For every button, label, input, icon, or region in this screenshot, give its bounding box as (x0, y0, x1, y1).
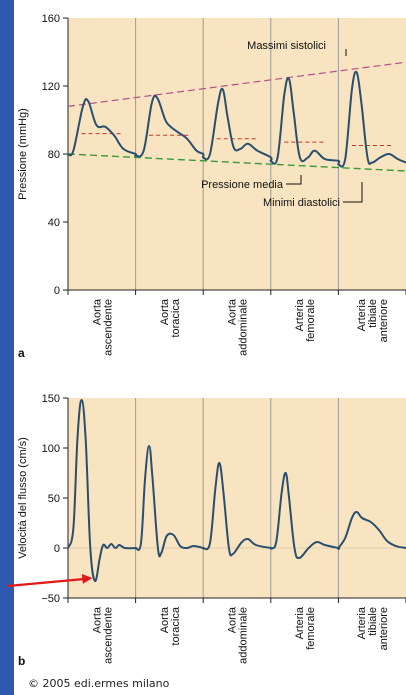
category-label-line: tibiale (367, 607, 379, 636)
category-label-line: Arteria (294, 298, 306, 331)
plot-area (68, 18, 406, 290)
category-label-3: Aortaaddominale (227, 298, 250, 356)
y-tick-label: 50 (48, 493, 60, 505)
red-arrow-head (81, 573, 93, 584)
category-label-line: ascendente (102, 299, 114, 356)
edge-strip (0, 0, 14, 695)
category-label-1: Aortaascendente (91, 606, 114, 664)
category-label-4: Arteriafemorale (294, 606, 317, 650)
flow-waveform (67, 399, 406, 583)
category-label-4: Arteriafemorale (294, 298, 317, 342)
category-label: Aortatoracica (159, 298, 182, 337)
category-label-line: addominale (238, 607, 250, 664)
category-label: Arteriatibialeanteriore (356, 606, 390, 650)
category-label-line: Arteria (356, 298, 368, 331)
category-label-line: femorale (305, 607, 317, 650)
copyright-text: © 2005 edi.ermes milano (28, 677, 170, 690)
panel-letter: a (18, 346, 25, 360)
pressure-waveform (67, 70, 406, 168)
panel-letter: b (18, 654, 25, 668)
category-label-3: Aortaaddominale (227, 606, 250, 664)
category-label-2: Aortatoracica (159, 298, 182, 337)
category-label: Arteriatibialeanteriore (356, 298, 390, 342)
category-label-2: Aortatoracica (159, 606, 182, 645)
category-label-line: Aorta (227, 606, 239, 633)
y-tick-label: 150 (42, 393, 60, 405)
category-label-line: anteriore (378, 607, 390, 650)
y-tick-label: 0 (54, 285, 60, 297)
y-axis-label: Velocità del flusso (cm/s) (17, 437, 29, 559)
category-label-line: tibiale (367, 299, 379, 328)
annotation-label: Minimi diastolici (263, 197, 340, 209)
annotation-label: Massimi sistolici (247, 40, 326, 52)
category-label-line: Aorta (227, 298, 239, 325)
category-label-line: addominale (238, 299, 250, 356)
y-tick-label: 40 (48, 217, 60, 229)
y-axis-label: Pressione (mmHg) (17, 108, 29, 200)
category-label: Arteriafemorale (294, 298, 317, 342)
category-label: Aortaascendente (91, 606, 114, 664)
y-tick-label: 80 (48, 149, 60, 161)
category-label-line: Aorta (91, 298, 103, 325)
category-label-line: Aorta (159, 298, 171, 325)
category-label-line: Aorta (91, 606, 103, 633)
category-label: Aortaascendente (91, 298, 114, 356)
annotation-leader (343, 182, 363, 203)
y-tick-label: 100 (42, 443, 60, 455)
annotation-leader (286, 175, 302, 185)
category-label: Aortaaddominale (227, 298, 250, 356)
category-label-5: Arteriatibialeanteriore (356, 606, 390, 650)
category-label-5: Arteriatibialeanteriore (356, 298, 390, 342)
category-label: Arteriafemorale (294, 606, 317, 650)
category-label-line: Aorta (159, 606, 171, 633)
category-label: Aortaaddominale (227, 606, 250, 664)
category-label-line: toracica (170, 298, 182, 337)
plot-area (68, 398, 406, 598)
arrow-layer (7, 573, 93, 588)
red-arrow-shaft (7, 577, 85, 588)
y-tick-label: 120 (42, 81, 60, 93)
diastolic-trend-line (67, 153, 406, 172)
y-tick-label: −50 (41, 593, 60, 605)
category-label-line: anteriore (378, 299, 390, 342)
category-label-line: femorale (305, 299, 317, 342)
category-label-line: ascendente (102, 607, 114, 664)
y-tick-label: 0 (54, 543, 60, 555)
panel-b: −50 0 50 100 150 Velocità del flusso (cm/s) Ao… (17, 393, 406, 668)
category-label: Aortatoracica (159, 606, 182, 645)
category-label-line: Arteria (356, 606, 368, 639)
annotation-label: Pressione media (201, 179, 284, 191)
category-label-line: Arteria (294, 606, 306, 639)
category-label-line: toracica (170, 606, 182, 645)
y-tick-label: 160 (42, 13, 60, 25)
systolic-trend-line (67, 61, 406, 107)
category-label-1: Aortaascendente (91, 298, 114, 356)
